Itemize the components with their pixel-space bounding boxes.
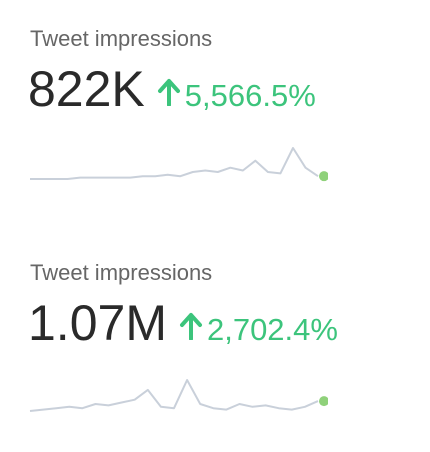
sparkline-end-dot	[319, 396, 328, 407]
up-arrow	[157, 79, 180, 106]
metric-change: 5,566.5%	[184, 78, 316, 113]
sparkline	[29, 379, 328, 412]
metric-value: 1.07M	[28, 295, 167, 351]
metric-row: 822K 5,566.5%	[28, 60, 316, 118]
metric-value: 822K	[28, 61, 145, 117]
up-arrow	[179, 313, 202, 340]
card-label: Tweet impressions	[30, 260, 213, 285]
sparkline	[30, 147, 328, 182]
sparkline-end-dot	[319, 171, 328, 182]
metric-row: 1.07M 2,702.4%	[28, 294, 338, 352]
sparkline-path	[29, 379, 319, 412]
impressions-card: Tweet impressions 1.07M 2,702.4%	[28, 252, 428, 452]
card-label: Tweet impressions	[30, 26, 213, 51]
metric-change: 2,702.4%	[206, 312, 338, 347]
sparkline-path	[30, 147, 319, 180]
impressions-card: Tweet impressions 822K 5,566.5%	[28, 22, 428, 222]
